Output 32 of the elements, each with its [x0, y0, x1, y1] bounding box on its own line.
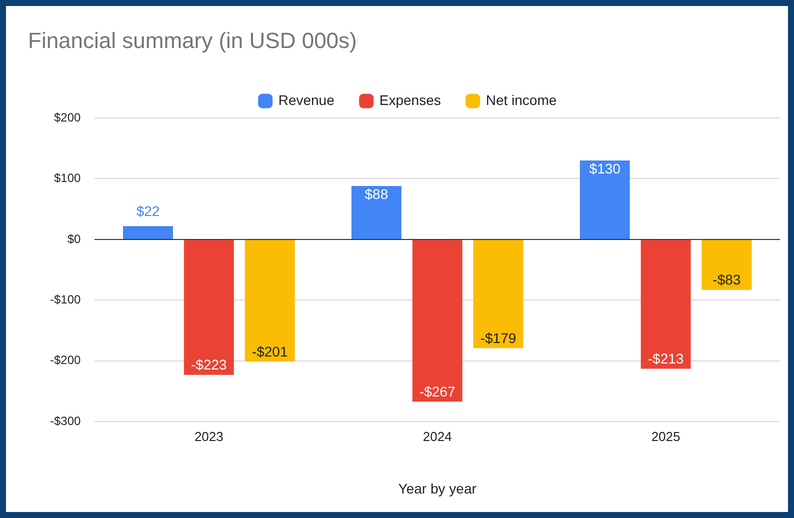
- bar: [412, 240, 462, 402]
- y-tick-label: -$300: [50, 414, 82, 428]
- legend-label: Net income: [486, 92, 557, 108]
- data-label: -$223: [191, 356, 228, 373]
- legend-label: Revenue: [278, 92, 335, 108]
- legend-label: Expenses: [379, 92, 441, 108]
- data-label: -$213: [648, 350, 684, 367]
- bar: [123, 226, 173, 239]
- data-label: -$267: [419, 383, 456, 400]
- chart-title: Financial summary (in USD 000s): [28, 28, 357, 54]
- x-axis-title: Year by year: [398, 480, 477, 496]
- data-label: -$179: [480, 330, 516, 346]
- bar: [184, 240, 234, 375]
- y-tick-label: $100: [54, 171, 82, 186]
- data-label: -$201: [252, 343, 288, 360]
- data-label: $130: [589, 160, 621, 176]
- y-tick-label: -$200: [50, 353, 82, 368]
- bar: [244, 240, 295, 362]
- data-label: -$83: [712, 272, 741, 288]
- bar: [580, 160, 630, 239]
- bar: [473, 240, 524, 348]
- data-label: $88: [364, 186, 388, 202]
- bar: [351, 186, 402, 239]
- data-label: $22: [136, 202, 160, 219]
- y-tick-label: -$100: [50, 292, 82, 306]
- y-tick-label: $0: [67, 232, 82, 246]
- bar: [640, 240, 691, 369]
- x-tick-label: 2024: [422, 428, 452, 444]
- x-tick-label: 2023: [194, 428, 224, 444]
- y-tick-label: $200: [54, 110, 82, 124]
- bar: [702, 240, 752, 290]
- x-tick-label: 2025: [651, 428, 680, 444]
